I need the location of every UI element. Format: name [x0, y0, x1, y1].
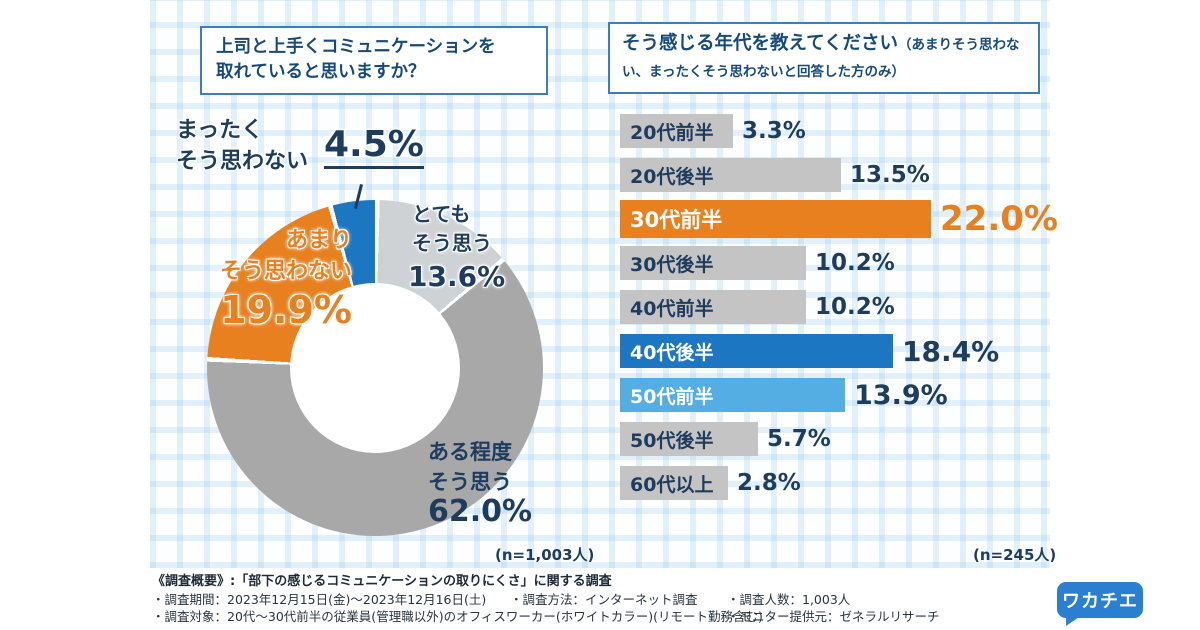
bar: 50代前半: [620, 378, 845, 412]
bar: 30代後半: [620, 246, 806, 280]
survey-monitor-provider: ・モニター提供元：ゼネラルリサーチ: [727, 609, 940, 624]
bar: 40代後半: [620, 334, 893, 368]
donut-label-amari-sou-omowanai: あまり そう思わない: [219, 228, 352, 284]
bar-label: 30代前半: [630, 208, 723, 232]
bar: 20代前半: [620, 114, 733, 148]
right-chart-title-note: （あまりそう思わない、まったくそう思わないと回答した方のみ）: [622, 37, 1020, 80]
bar-percent: 3.3%: [742, 118, 806, 144]
bar-row: 20代後半 13.5%: [620, 158, 1070, 192]
donut-hole: [290, 283, 460, 453]
bar-row: 40代後半 18.4%: [620, 334, 1070, 368]
donut-value-aruteido-sou-omou: 62.0%: [428, 494, 533, 529]
bar-row: 60代以上 2.8%: [620, 466, 1070, 500]
bar-row: 50代前半 13.9%: [620, 378, 1070, 412]
bar-rows: 20代前半 3.3% 20代後半 13.5% 30代前半 22.0% 30代後半 10.2% 4…: [620, 114, 1070, 510]
bar: 40代前半: [620, 290, 806, 324]
bar: 60代以上: [620, 466, 728, 500]
bar-row: 50代後半 5.7%: [620, 422, 1070, 456]
bar-percent: 10.2%: [815, 294, 895, 320]
bar-percent: 18.4%: [902, 334, 1000, 368]
donut-value-mattaku-sou-omowanai: 4.5%: [324, 124, 424, 169]
donut-label-totemo-sou-omou: とても そう思う: [412, 202, 492, 255]
wakachie-logo-tail: [1066, 617, 1079, 626]
bar-label: 20代後半: [630, 165, 714, 188]
bar-row: 40代前半 10.2%: [620, 290, 1070, 324]
bar-percent: 10.2%: [815, 250, 895, 276]
bar-percent: 22.0%: [940, 199, 1058, 239]
bar-label: 20代前半: [630, 121, 714, 144]
bar-row: 30代後半 10.2%: [620, 246, 1070, 280]
bar-percent: 13.5%: [850, 162, 930, 188]
bar-label: 60代以上: [630, 473, 714, 496]
bar-label: 30代後半: [630, 253, 714, 276]
donut-label-mattaku-sou-omowanai: まったく そう思わない: [176, 118, 309, 174]
donut-value-amari-sou-omowanai: 19.9%: [220, 288, 352, 332]
survey-sample-count: ・調査人数：1,003人: [727, 592, 851, 607]
donut-label-aruteido-sou-omou: ある程度 そう思う: [428, 440, 512, 495]
sample-size-right: (n=245人): [973, 546, 1057, 564]
survey-method: ・調査方法：インターネット調査: [510, 592, 698, 607]
wakachie-logo: ワカチエ: [1057, 582, 1143, 618]
bar-percent: 13.9%: [854, 379, 948, 411]
bar-label: 40代後半: [630, 341, 714, 364]
left-chart-title: 上司と上手くコミュニケーションを 取れていると思いますか？: [200, 26, 548, 95]
bar-percent: 2.8%: [737, 470, 801, 496]
survey-overview-heading: 《調査概要》:「部下の感じるコミュニケーションの取りにくさ」に関する調査: [152, 574, 612, 589]
sample-size-left: (n=1,003人): [495, 546, 595, 564]
bar-percent: 5.7%: [767, 426, 831, 452]
donut-value-totemo-sou-omou: 13.6%: [408, 260, 506, 293]
survey-target: ・調査対象：20代～30代前半の従業員(管理職以外)のオフィスワーカー(ホワイト…: [152, 609, 763, 624]
bar: 20代後半: [620, 158, 841, 192]
bar-label: 50代後半: [630, 429, 714, 452]
bar: 30代前半: [620, 200, 931, 238]
bar-row: 20代前半 3.3%: [620, 114, 1070, 148]
right-chart-title-main: そう感じる年代を教えてください: [622, 33, 899, 54]
bar-label: 40代前半: [630, 297, 714, 320]
bar-label: 50代前半: [630, 385, 714, 408]
bar-row: 30代前半 22.0%: [620, 199, 1070, 239]
wakachie-logo-text: ワカチエ: [1062, 591, 1138, 612]
bar: 50代後半: [620, 422, 758, 456]
survey-period: ・調査期間：2023年12月15日(金)～2023年12月16日(土): [152, 592, 487, 607]
right-chart-title: そう感じる年代を教えてください（あまりそう思わない、まったくそう思わないと回答し…: [608, 22, 1040, 94]
